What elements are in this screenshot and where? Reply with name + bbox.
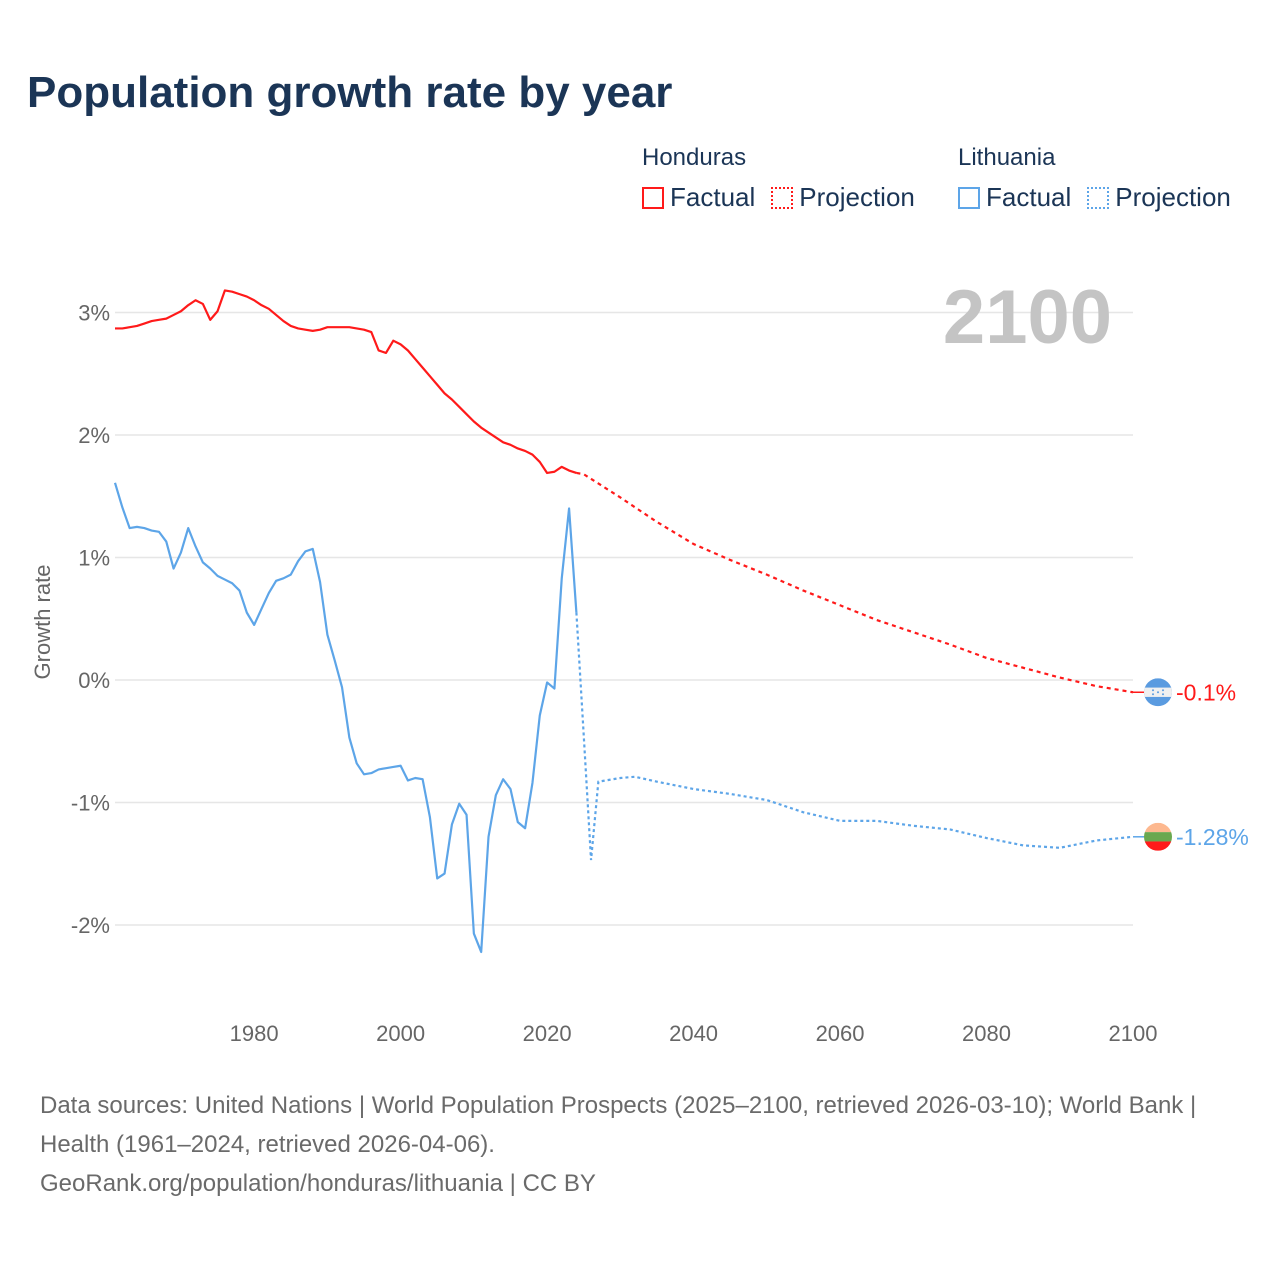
x-tick-label: 2080	[962, 1021, 1011, 1046]
page-title: Population growth rate by year	[27, 68, 673, 117]
year-display: 2100	[943, 275, 1112, 360]
data-sources: Data sources: United Nations | World Pop…	[40, 1092, 1197, 1158]
dotted-swatch-icon	[1087, 186, 1110, 209]
x-tick-label: 2040	[669, 1021, 718, 1046]
x-tick-label: 2020	[523, 1021, 572, 1046]
y-tick-label: -1%	[71, 791, 110, 816]
legend-honduras-factual[interactable]: Factual	[642, 182, 755, 213]
x-tick-label: 1980	[230, 1021, 279, 1046]
lithuania-flag-icon	[1144, 822, 1172, 851]
x-tick-label: 2100	[1109, 1021, 1158, 1046]
y-tick-label: 3%	[78, 301, 110, 326]
legend-honduras: Honduras Factual Projection	[642, 144, 915, 213]
honduras-end-label: -0.1%	[1176, 679, 1236, 705]
y-tick-label: 2%	[78, 423, 110, 448]
dotted-swatch-icon	[771, 186, 794, 209]
y-tick-label: 0%	[78, 668, 110, 693]
legend-group-name: Honduras	[642, 144, 747, 171]
solid-swatch-icon	[958, 186, 980, 209]
honduras-projection-line	[576, 471, 1134, 694]
credit-link[interactable]: GeoRank.org/population/honduras/lithuani…	[40, 1170, 596, 1197]
solid-swatch-icon	[642, 186, 664, 209]
y-tick-label: -2%	[71, 913, 110, 938]
y-tick-label: 1%	[78, 546, 110, 571]
legend-honduras-projection[interactable]: Projection	[771, 182, 915, 213]
legend-label: Factual	[986, 182, 1072, 212]
line-chart: 3% 2% 1% 0% -1% -2% 1980 2000 2020 2040 2060 2080 21…	[30, 275, 1249, 1046]
x-tick-label: 2060	[816, 1021, 865, 1046]
legend-label: Projection	[1115, 182, 1231, 212]
x-tick-label: 2000	[376, 1021, 425, 1046]
lithuania-factual-line	[113, 482, 578, 954]
legend-lithuania-projection[interactable]: Projection	[1087, 182, 1231, 213]
legend-lithuania-factual[interactable]: Factual	[958, 182, 1071, 213]
legend-lithuania: Lithuania Factual Projection	[958, 144, 1231, 213]
lithuania-projection-line	[575, 612, 1134, 861]
honduras-factual-line	[115, 289, 577, 475]
legend-label: Factual	[670, 182, 756, 212]
legend-group-name: Lithuania	[958, 144, 1056, 171]
legend-label: Projection	[799, 182, 915, 212]
honduras-flag-icon	[1144, 678, 1172, 707]
lithuania-end-label: -1.28%	[1176, 824, 1249, 850]
footer: Data sources: United Nations | World Pop…	[40, 1086, 1240, 1203]
y-axis-label: Growth rate	[30, 565, 55, 680]
